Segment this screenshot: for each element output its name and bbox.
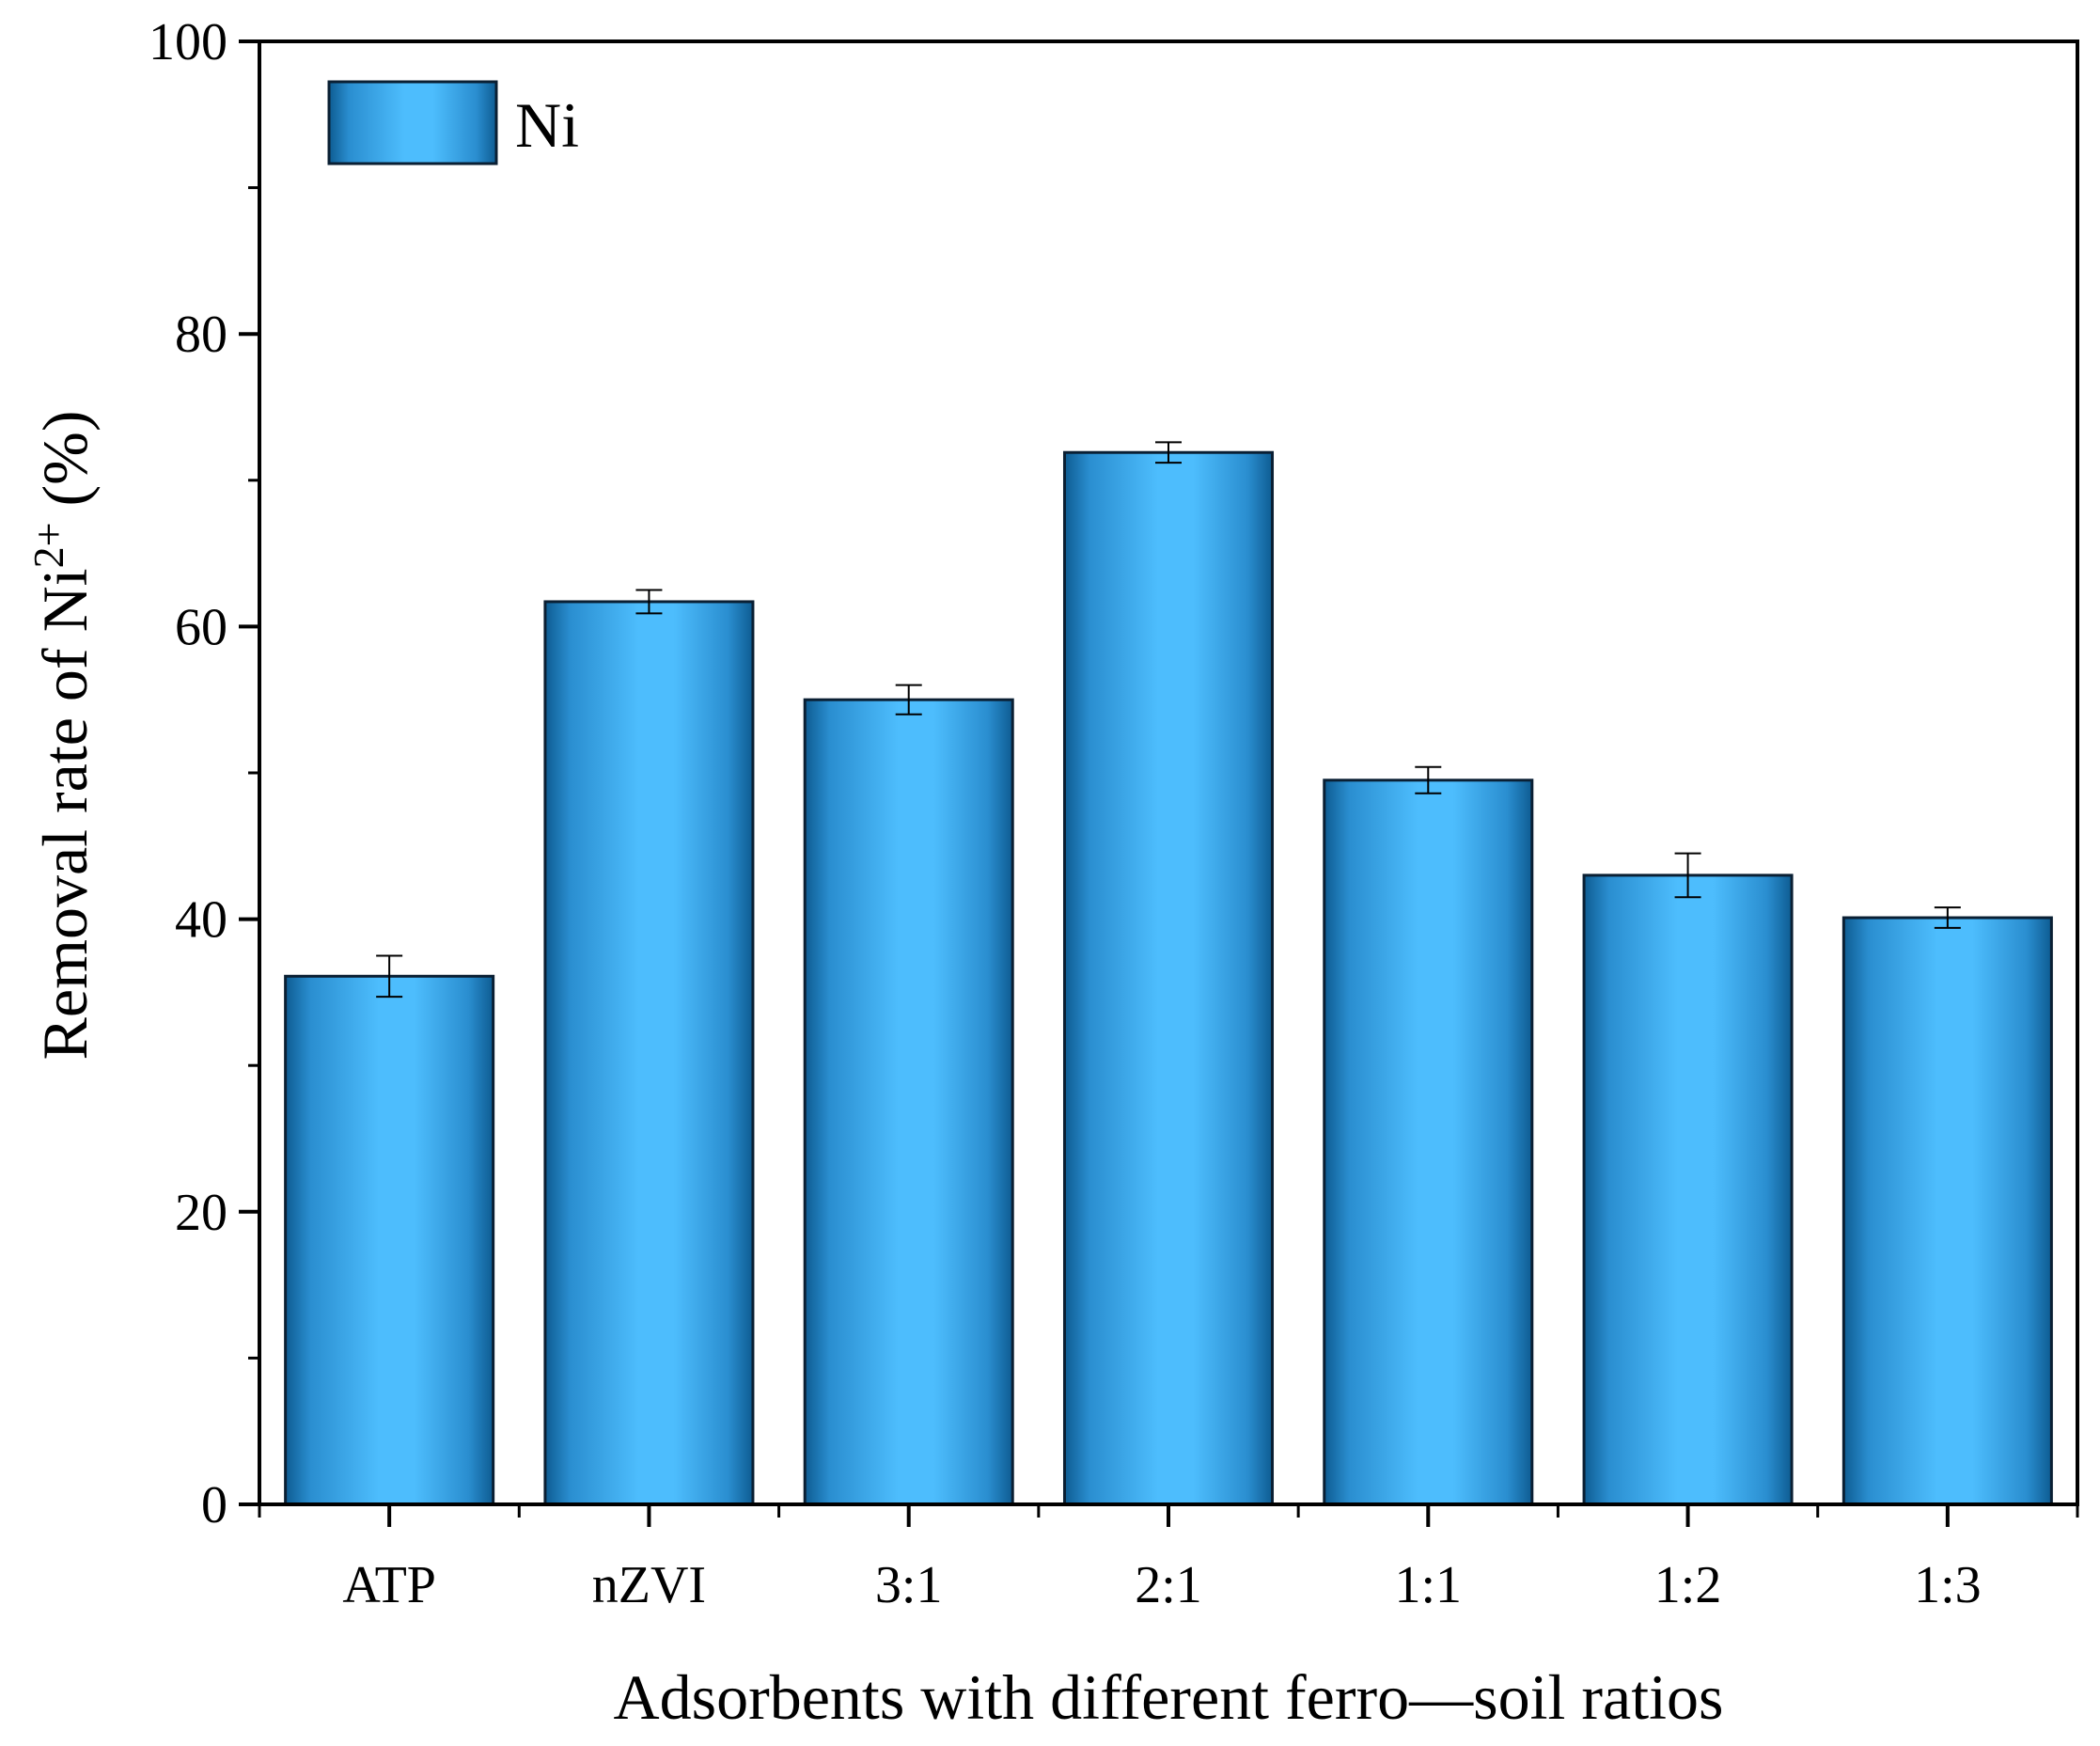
y-axis-title-superscript: 2+ (24, 522, 72, 568)
y-tick-label: 0 (201, 1476, 227, 1534)
y-axis: 0 20 40 60 80 100 (149, 13, 259, 1534)
legend: Ni (327, 80, 579, 165)
bars-layer (284, 450, 2053, 1506)
x-tick-label: 1:2 (1654, 1556, 1722, 1614)
x-tick-label: 2:1 (1135, 1556, 1202, 1614)
bar-3-1 (803, 698, 1014, 1506)
y-tick-label: 20 (175, 1184, 227, 1242)
bar-atp (284, 974, 495, 1506)
error-bars-layer (376, 441, 1961, 999)
x-tick-label: 1:3 (1914, 1556, 1982, 1614)
x-tick-label: 1:1 (1395, 1556, 1463, 1614)
bar-2-1 (1062, 450, 1275, 1506)
y-tick-label: 80 (175, 306, 227, 364)
y-axis-title-suffix: (%) (29, 411, 101, 523)
bar-nzvi (543, 600, 755, 1506)
bar-1-2 (1582, 873, 1794, 1506)
legend-label-ni: Ni (515, 89, 579, 161)
bar-1-1 (1323, 779, 1534, 1506)
y-axis-title-prefix: Removal rate of Ni (29, 568, 101, 1060)
bar-1-3 (1841, 916, 2053, 1506)
x-axis-title: Adsorbents with different ferro—soil rat… (614, 1661, 1724, 1733)
y-tick-label: 60 (175, 598, 227, 656)
y-tick-label: 100 (149, 13, 227, 71)
y-axis-title: Removal rate of Ni2+ (%) (24, 411, 102, 1061)
x-axis: ATP nZVI 3:1 2:1 1:1 1:2 1:3 (258, 1504, 2079, 1614)
legend-swatch-ni (327, 80, 498, 165)
x-tick-label: ATP (342, 1556, 436, 1614)
x-tick-label: 3:1 (875, 1556, 943, 1614)
y-tick-label: 40 (175, 891, 227, 950)
x-tick-label: nZVI (592, 1556, 706, 1614)
